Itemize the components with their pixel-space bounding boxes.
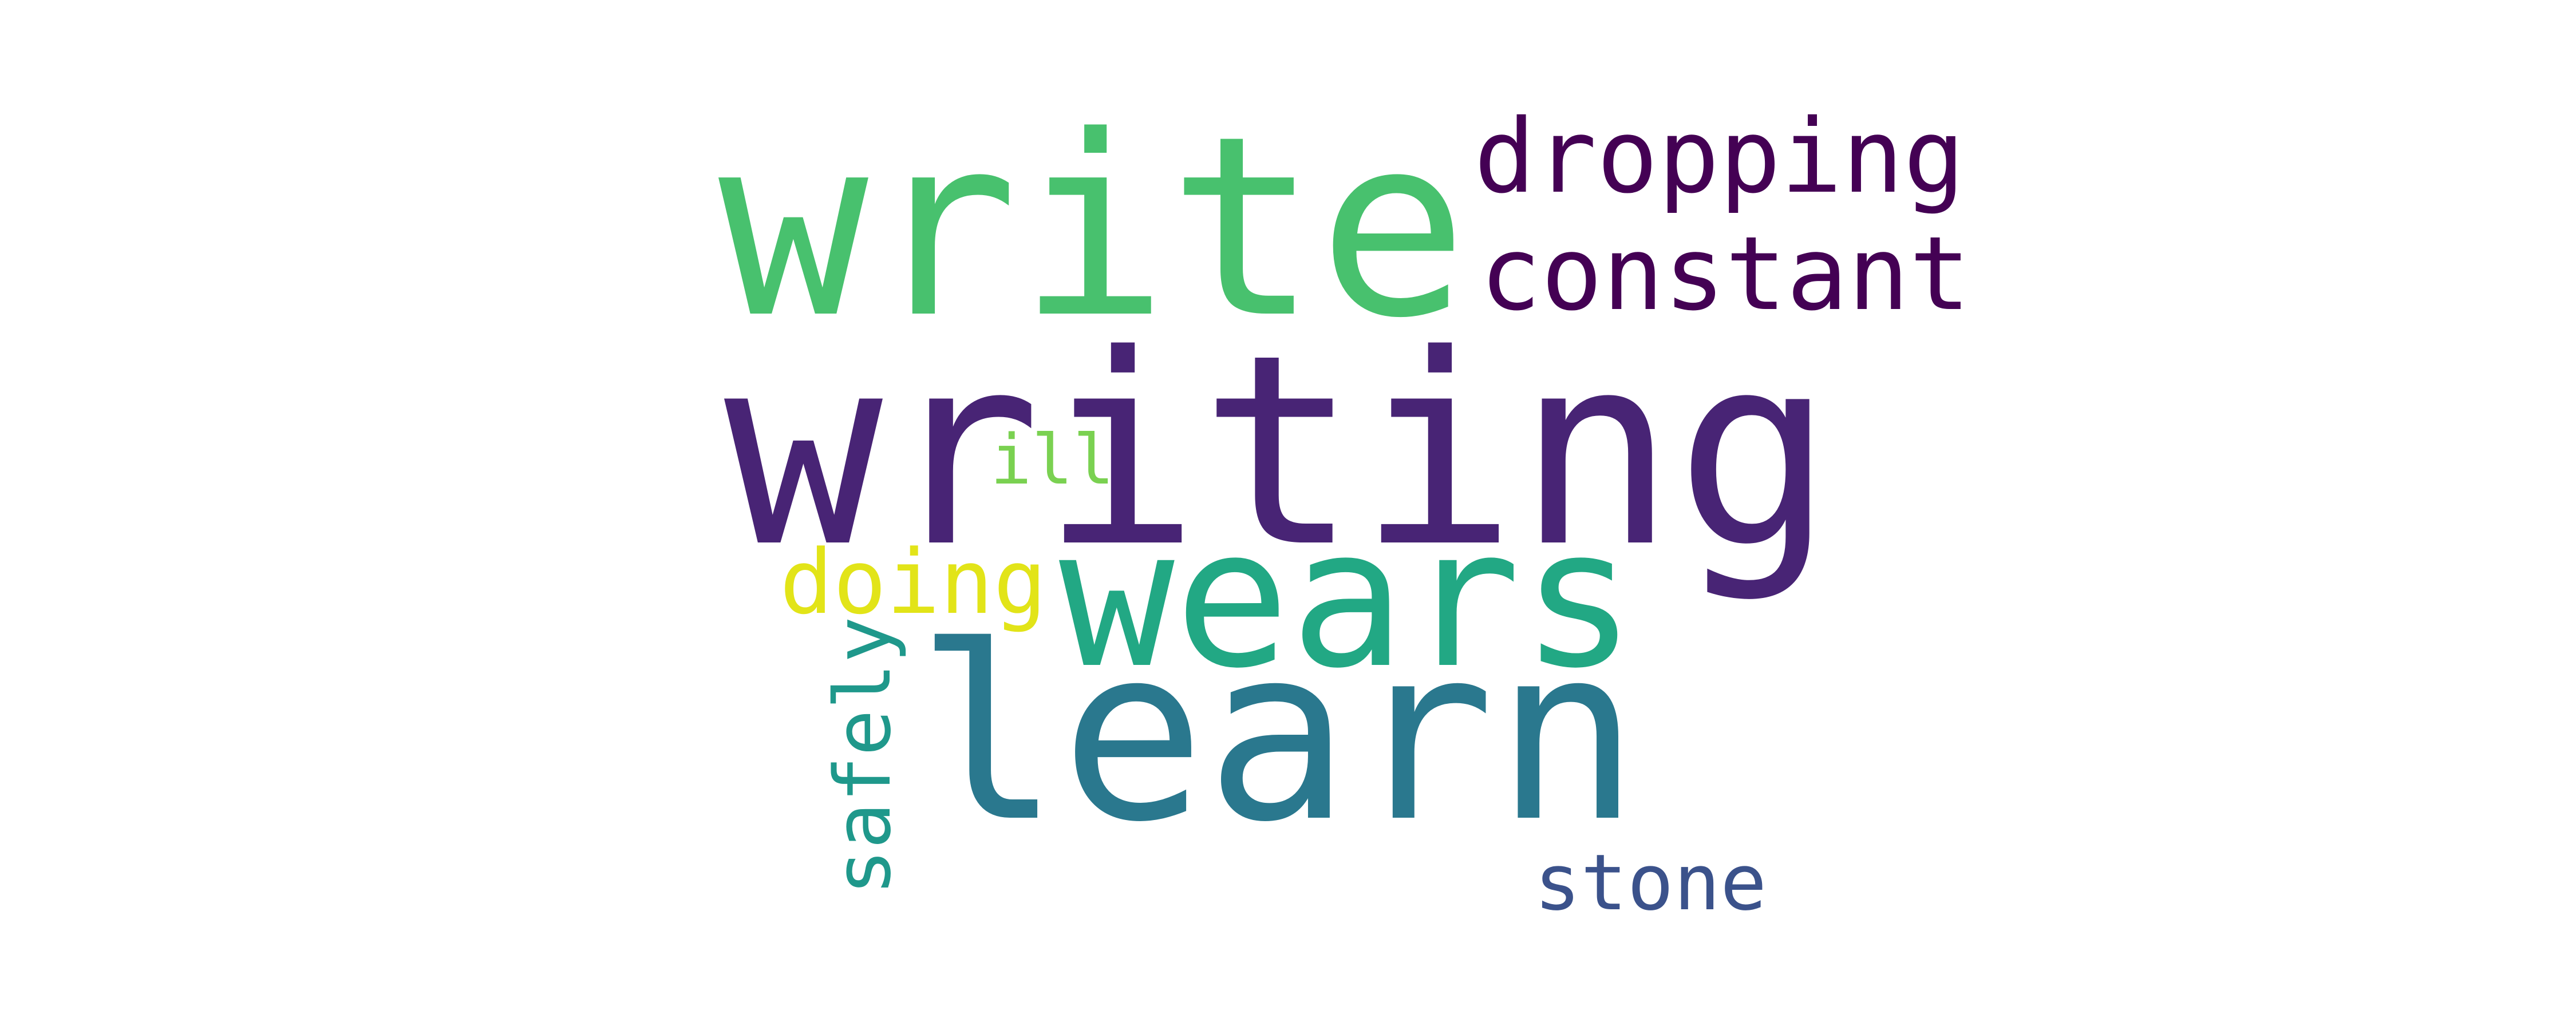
word-ill: ill [990, 421, 1115, 500]
word-constant: constant [1480, 215, 1971, 333]
word-stone: stone [1534, 838, 1767, 928]
word-writing: writing [724, 299, 1834, 605]
word-safely: safely [818, 616, 908, 896]
word-learn: learn [916, 595, 1640, 875]
word-wears: wears [1059, 488, 1637, 711]
word-doing: doing [780, 530, 1047, 634]
word-dropping: dropping [1474, 97, 1965, 216]
word-write: write [718, 82, 1468, 373]
